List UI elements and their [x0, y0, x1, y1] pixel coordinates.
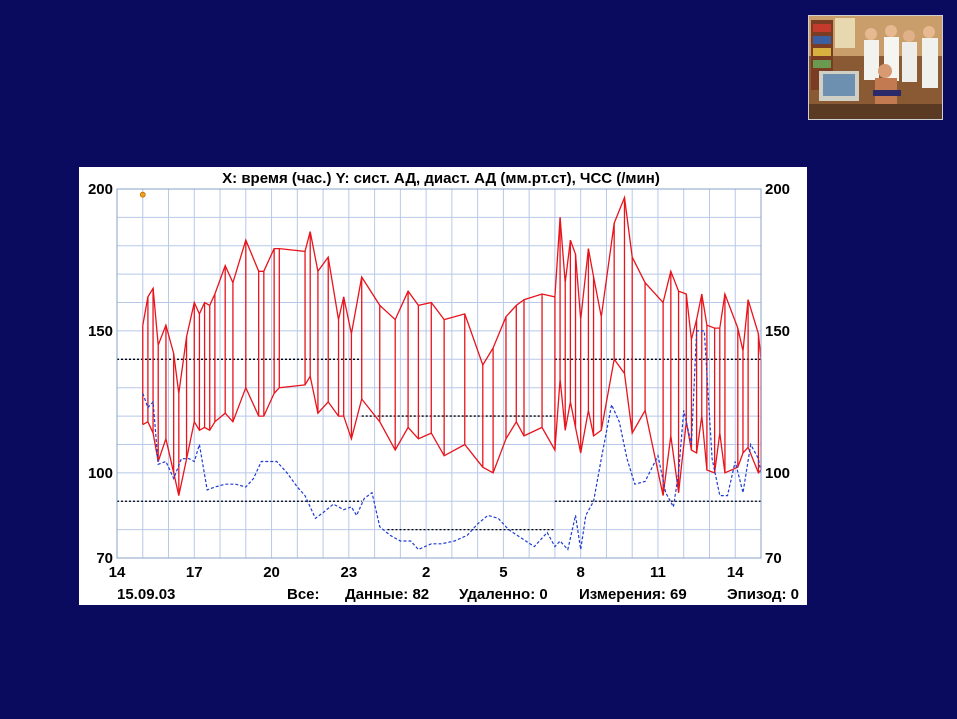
series-layer [139, 191, 762, 551]
x-tick-label: 5 [499, 564, 507, 581]
footer-measurements: Измерения: 69 [579, 586, 687, 603]
footer-deleted: Удаленно: 0 [459, 586, 548, 603]
chart-panel: 70 70 100 100 150 150 200 200 14 17 20 23 2 5 8 11 14 X:… [79, 167, 807, 605]
x-tick-label: 23 [340, 564, 357, 581]
axes-layer: 70 70 100 100 150 150 200 200 14 17 20 23 2 5 8 11 14 [88, 181, 790, 581]
y-tick-label-right: 100 [765, 465, 790, 482]
footer-date: 15.09.03 [117, 586, 175, 603]
y-tick-label-left: 70 [96, 550, 113, 567]
marker-point [139, 191, 146, 198]
footer-all: Все: [287, 586, 320, 603]
series-line-systolic [142, 194, 762, 394]
x-tick-label: 8 [577, 564, 585, 581]
footer-episode: Эпизод: 0 [727, 586, 799, 603]
plot-frame [116, 188, 762, 559]
doctors-with-patient-photo-icon [809, 16, 942, 119]
y-tick-label-left: 150 [88, 323, 113, 340]
bp-hr-chart: 70 70 100 100 150 150 200 200 14 17 20 23 2 5 8 11 14 X:… [88, 170, 799, 603]
x-tick-label: 11 [650, 564, 666, 581]
x-tick-label: 14 [727, 564, 744, 581]
y-tick-label-left: 100 [88, 465, 113, 482]
footer-data: Данные: 82 [345, 586, 429, 603]
chart-footer: 15.09.03 Все: Данные: 82 Удаленно: 0 Изм… [117, 586, 799, 603]
y-tick-label-left: 200 [88, 181, 113, 198]
series-line-hr [142, 330, 762, 551]
chart-title: X: время (час.) Y: сист. АД, диаст. АД (… [222, 170, 660, 187]
x-tick-label: 20 [263, 564, 280, 581]
y-tick-label-right: 70 [765, 550, 782, 567]
series-line-diastolic [142, 357, 762, 496]
y-tick-label-right: 200 [765, 181, 790, 198]
y-tick-label-right: 150 [765, 323, 790, 340]
photo [808, 15, 943, 120]
chart-grid [116, 188, 762, 559]
x-tick-label: 14 [109, 564, 126, 581]
x-tick-label: 17 [186, 564, 203, 581]
x-tick-label: 2 [422, 564, 430, 581]
